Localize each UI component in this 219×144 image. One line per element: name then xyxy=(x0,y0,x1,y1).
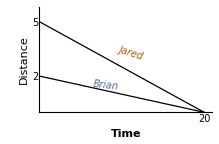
Y-axis label: Distance: Distance xyxy=(19,35,29,84)
Text: Jared: Jared xyxy=(118,45,145,62)
Text: Brian: Brian xyxy=(93,79,120,92)
X-axis label: Time: Time xyxy=(111,129,141,139)
